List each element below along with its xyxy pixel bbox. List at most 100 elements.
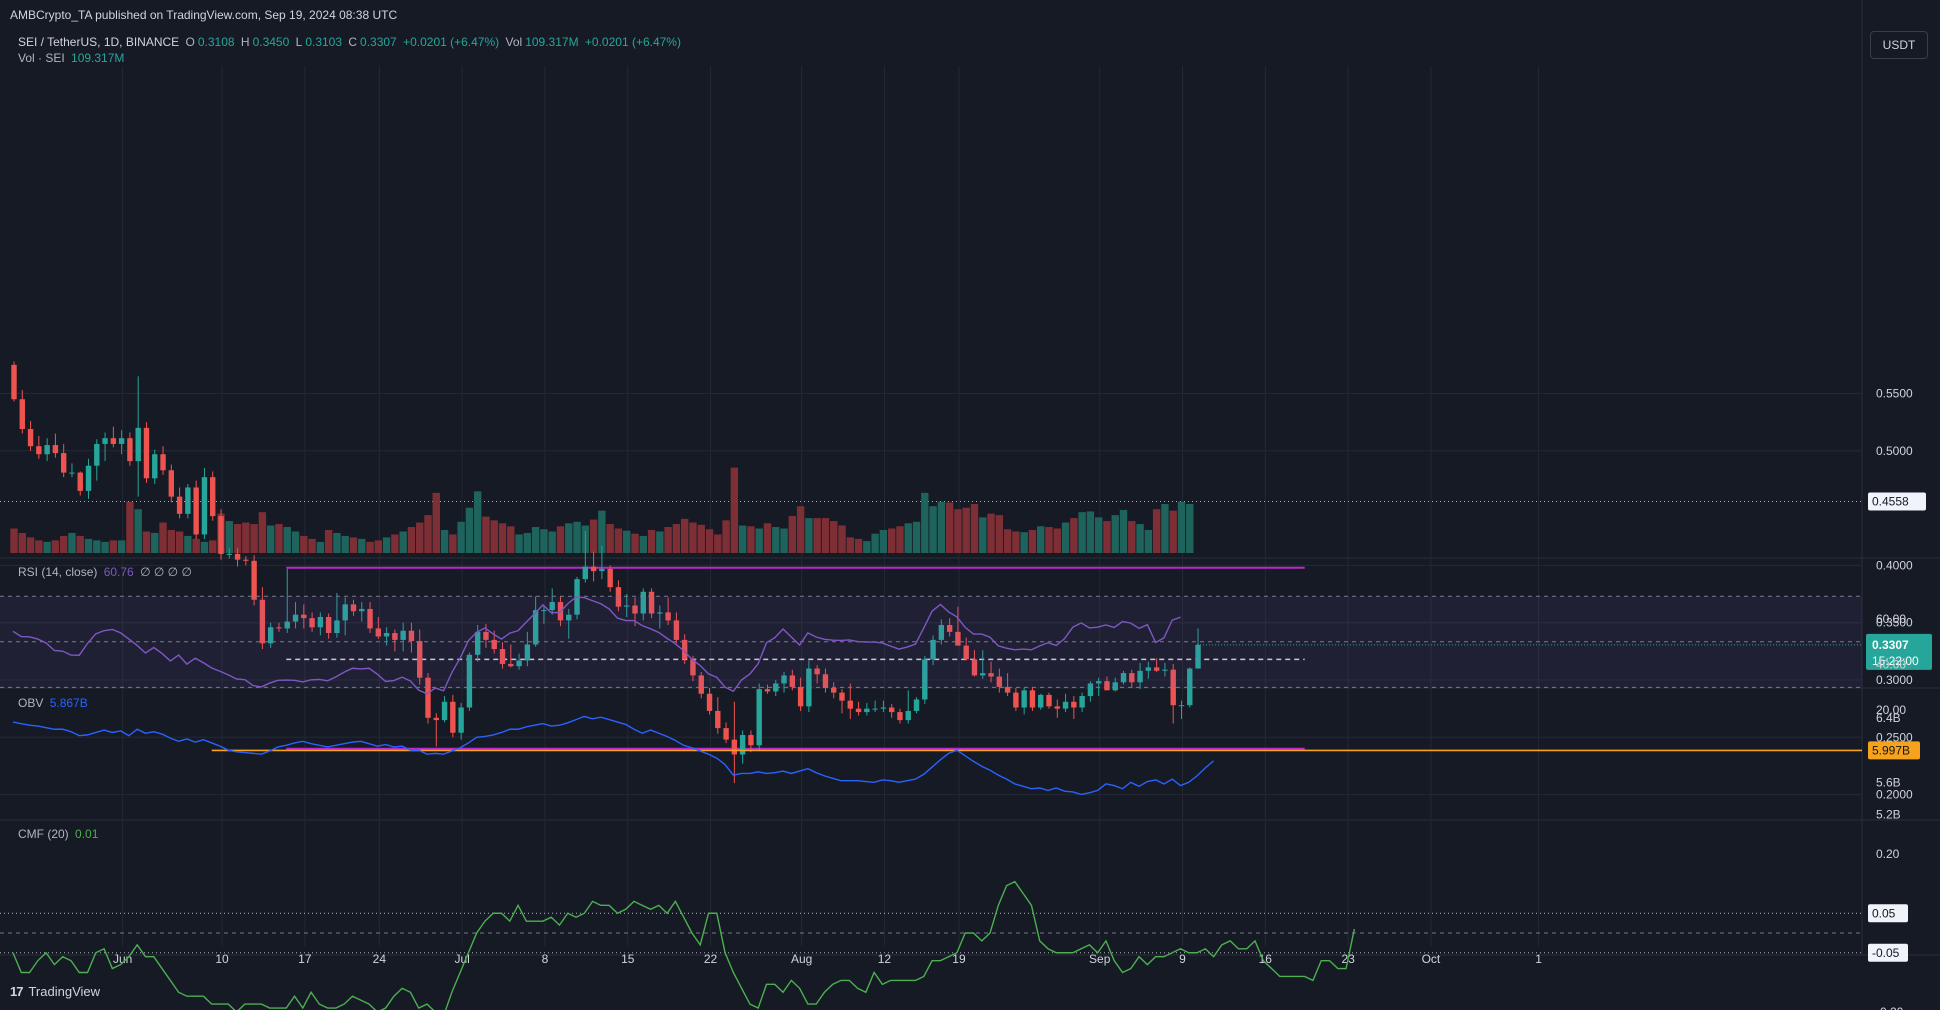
candle-body <box>185 487 191 514</box>
tradingview-footer[interactable]: 17 TradingView <box>10 984 100 999</box>
candle-body <box>375 628 382 637</box>
candle-body <box>1021 690 1027 708</box>
candle-body <box>864 708 870 713</box>
candle-body <box>508 663 514 667</box>
candle-body <box>624 605 630 607</box>
volume-bar <box>233 524 242 553</box>
candle-body <box>1054 706 1060 709</box>
volume-bar <box>473 491 482 553</box>
volume-bar <box>987 513 995 553</box>
volume-bar <box>780 528 788 553</box>
volume-bar <box>1186 503 1194 553</box>
volume-bar <box>730 467 739 553</box>
volume-bar <box>117 540 126 553</box>
volume-bar <box>192 538 200 553</box>
candle-body <box>516 660 522 667</box>
volume-bar <box>979 517 987 553</box>
volume-bar <box>515 534 523 553</box>
volume-bar <box>672 524 681 553</box>
volume-bar <box>43 541 51 553</box>
obv-label[interactable]: OBV <box>18 696 44 710</box>
publisher-text: AMBCrypto_TA published on TradingView.co… <box>10 8 398 22</box>
rsi-line <box>12 596 1181 695</box>
time-tick-label: Aug <box>791 952 812 966</box>
volume-bar <box>498 523 507 553</box>
candle-body <box>524 644 531 661</box>
volume-bar <box>1094 517 1103 553</box>
candle-body <box>532 610 539 645</box>
candle-body <box>698 675 704 694</box>
candle-body <box>988 673 994 677</box>
volume-bar <box>225 521 233 553</box>
volume-bar <box>167 529 176 553</box>
candle-body <box>408 630 415 642</box>
volume-legend-label[interactable]: Vol · SEI <box>18 51 65 65</box>
volume-bar <box>523 532 532 553</box>
volume-bar <box>258 512 267 553</box>
volume-bar <box>664 527 672 553</box>
symbol-name[interactable]: SEI / TetherUS, 1D, BINANCE <box>18 35 180 49</box>
rsi-tick-label: 20.00 <box>1876 703 1906 717</box>
candle-body <box>69 472 75 474</box>
volume-bar <box>300 535 308 553</box>
candle-body <box>359 608 365 612</box>
volume-bar <box>382 537 391 553</box>
candle-body <box>85 465 92 491</box>
candle-body <box>888 707 895 713</box>
volume-bar <box>399 531 407 553</box>
candle-body <box>499 649 506 664</box>
candle-body <box>309 618 315 628</box>
candle-body <box>632 605 638 614</box>
vol-label: Vol <box>505 35 523 49</box>
cmf-level-label-bg <box>1868 904 1908 923</box>
volume-bar <box>1119 509 1128 553</box>
volume-bar <box>35 540 43 553</box>
last-price-label-bg <box>1866 633 1932 670</box>
volume-bar <box>680 518 689 553</box>
time-tick-label: Sep <box>1089 952 1111 966</box>
volume-bar <box>1078 512 1086 553</box>
candle-body <box>483 631 489 640</box>
volume-bar <box>904 523 912 553</box>
candle-body <box>350 604 357 612</box>
volume-bar <box>59 535 68 553</box>
cmf-level-label-bg <box>1868 943 1908 962</box>
volume-bar <box>283 527 291 553</box>
candle-body <box>425 677 431 718</box>
cmf-tick-label: -0.20 <box>1876 1005 1904 1010</box>
candle-body <box>267 627 274 644</box>
candle-body <box>60 453 67 473</box>
resistance-price-label: 0.4558 <box>1872 494 1909 508</box>
volume-bar <box>242 522 250 553</box>
volume-bar <box>962 507 970 553</box>
rsi-label[interactable]: RSI (14, close) <box>18 565 98 579</box>
volume-bar <box>151 532 159 553</box>
volume-bar <box>159 522 167 553</box>
candle-body <box>1062 701 1069 709</box>
tradingview-logo-icon: 17 <box>10 984 24 999</box>
volume-bar <box>1103 521 1111 553</box>
candle-body <box>607 568 613 588</box>
volume-bar <box>540 529 548 553</box>
rsi-tick-label: 40.00 <box>1876 658 1906 672</box>
candle-body <box>135 427 141 462</box>
high-value: 0.3450 <box>252 35 290 49</box>
candle-body <box>1013 692 1019 708</box>
cmf-label[interactable]: CMF (20) <box>18 827 69 841</box>
time-tick-label: 12 <box>878 952 892 966</box>
obv-tick-label: 6.4B <box>1876 711 1901 725</box>
time-tick-label: 17 <box>298 952 312 966</box>
time-tick-label: Jul <box>454 952 469 966</box>
volume-bar <box>142 531 151 553</box>
currency-button[interactable]: USDT <box>1870 31 1928 59</box>
volume-bar <box>68 532 76 553</box>
candle-body <box>657 612 663 614</box>
candle-body <box>102 438 108 444</box>
candle-body <box>971 659 978 676</box>
candle-body <box>930 639 936 660</box>
candle-body <box>226 553 232 555</box>
time-tick-label: 24 <box>373 952 387 966</box>
volume-bar <box>416 522 424 553</box>
candle-body <box>276 627 282 629</box>
candle-body <box>822 674 829 689</box>
